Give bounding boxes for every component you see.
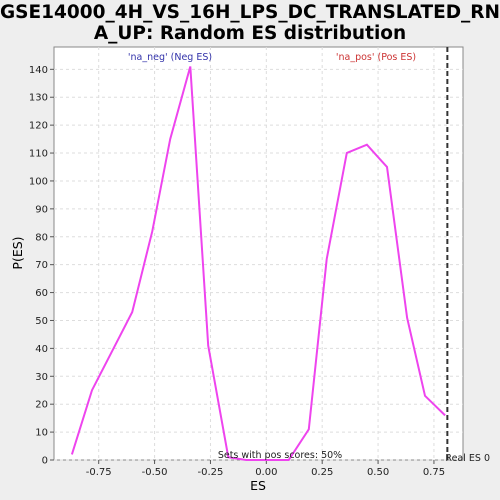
y-tick-label: 120	[29, 121, 48, 132]
x-tick-label: 0.75	[423, 467, 445, 478]
y-tick-label: 10	[35, 428, 48, 439]
y-tick-label: 50	[35, 316, 48, 327]
y-tick-label: 60	[35, 288, 48, 299]
chart-title-line-1: GSE14000_4H_VS_16H_LPS_DC_TRANSLATED_RN	[0, 2, 500, 23]
x-axis-ticks: -0.75 -0.50 -0.25 0.00 0.25 0.50 0.75	[86, 460, 445, 478]
plot-area	[53, 46, 464, 461]
x-tick-label: -0.50	[142, 467, 168, 478]
x-tick-label: 0.25	[311, 467, 333, 478]
chart-title-line-2: A_UP: Random ES distribution	[94, 23, 406, 44]
pos-scores-label: Sets with pos scores: 50%	[218, 450, 342, 461]
y-tick-label: 30	[35, 372, 48, 383]
real-es-label: Real ES 0	[445, 453, 490, 464]
x-axis-label: ES	[250, 478, 266, 493]
y-axis-ticks: 0 10 20 30 40 50 60 70 80 90 100 110 120 130 140	[29, 65, 54, 467]
x-tick-label: -0.25	[198, 467, 224, 478]
grid	[54, 47, 463, 461]
y-axis-label: P(ES)	[10, 236, 25, 269]
pos-es-label: 'na_pos' (Pos ES)	[336, 52, 416, 63]
neg-es-label: 'na_neg' (Neg ES)	[128, 52, 212, 63]
y-tick-label: 20	[35, 400, 48, 411]
y-tick-label: 80	[35, 232, 48, 243]
x-tick-label: -0.75	[86, 467, 112, 478]
y-tick-label: 110	[29, 149, 48, 160]
y-tick-label: 0	[42, 456, 48, 467]
x-tick-label: 0.50	[367, 467, 389, 478]
y-tick-label: 70	[35, 260, 48, 271]
y-tick-label: 90	[35, 204, 48, 215]
x-tick-label: 0.00	[255, 467, 277, 478]
y-tick-label: 130	[29, 93, 48, 104]
y-tick-label: 100	[29, 176, 48, 187]
y-tick-label: 140	[29, 65, 48, 76]
y-tick-label: 40	[35, 344, 48, 355]
es-distribution-line	[70, 66, 446, 461]
